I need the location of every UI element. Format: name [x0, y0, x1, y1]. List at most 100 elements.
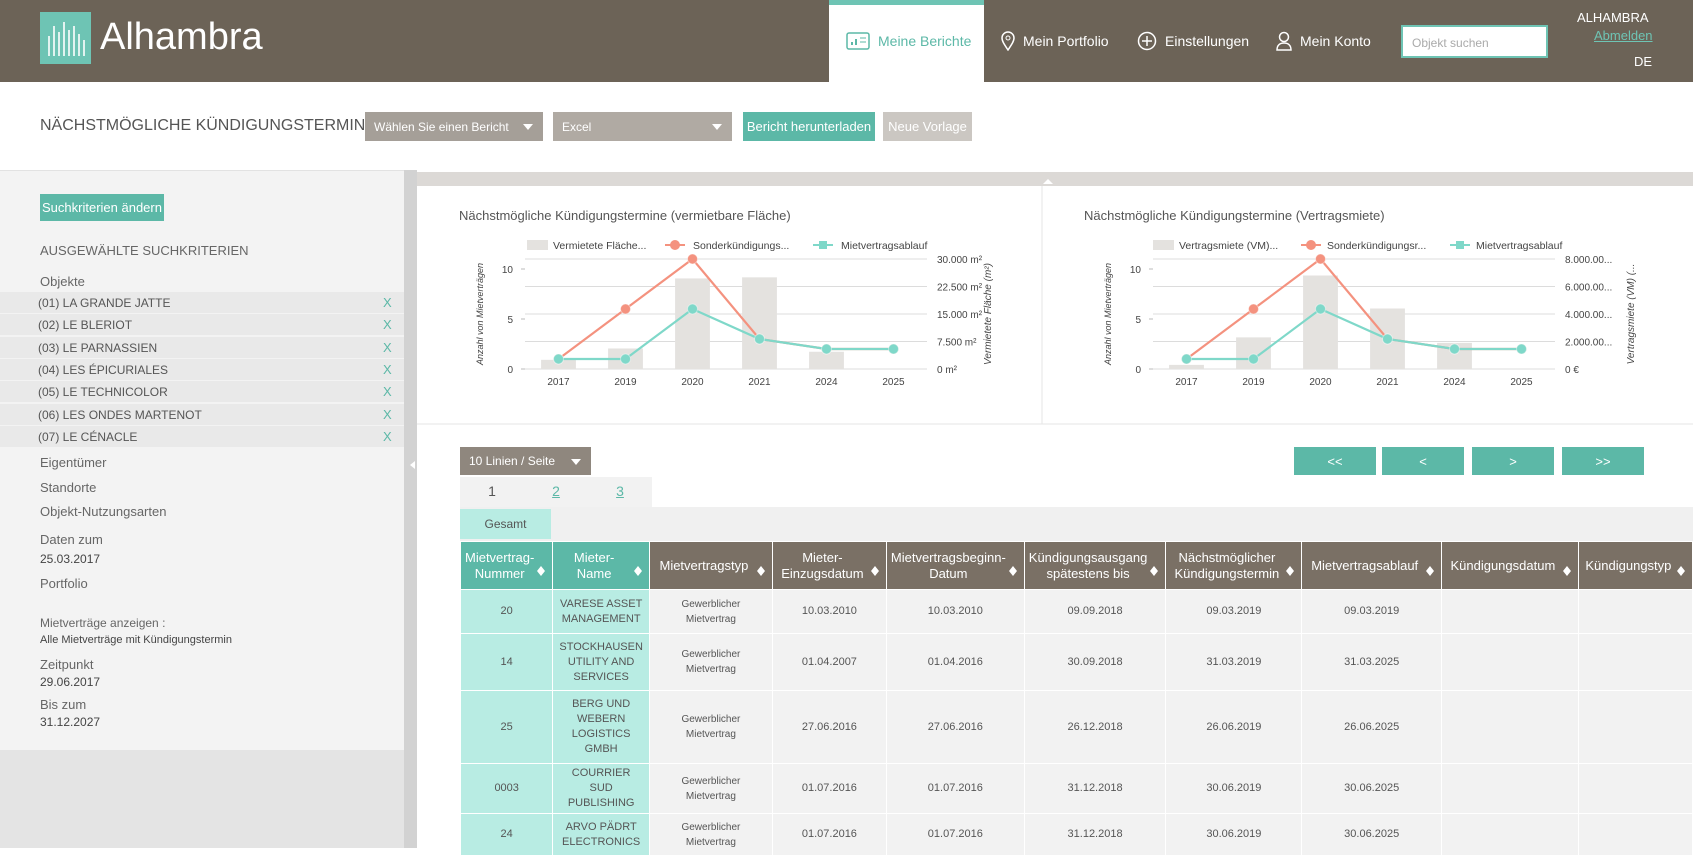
y2-tick-label: 0 €	[1565, 365, 1579, 376]
nav-label[interactable]: Mein Konto	[1300, 33, 1371, 49]
remove-object[interactable]: X	[383, 295, 392, 310]
legend-label: Sonderkündigungs...	[693, 240, 789, 252]
line-point	[1248, 303, 1259, 315]
table-cell: BERG UND WEBERN LOGISTICS GMBH	[552, 690, 650, 764]
y-tick-label: 5	[1135, 315, 1141, 326]
table-cell: 31.12.2018	[1023, 763, 1167, 814]
nav-label[interactable]: Einstellungen	[1165, 33, 1250, 49]
pager-button[interactable]: <<	[1294, 447, 1376, 475]
nav-item[interactable]: Mein Portfolio	[1001, 30, 1109, 52]
format-select[interactable]: Excel	[553, 112, 732, 141]
remove-object[interactable]: X	[383, 361, 392, 377]
table-cell: 31.12.2018	[1023, 813, 1167, 856]
page-link[interactable]: 2	[552, 483, 560, 499]
pager-button[interactable]: <	[1382, 447, 1464, 475]
table-cell: 01.04.2016	[885, 633, 1025, 691]
column-header[interactable]: Kündigungsausgang spätestens bis	[1023, 541, 1167, 590]
pager-button[interactable]: >>	[1562, 447, 1644, 475]
column-header[interactable]: Mietvertragsbeginn-Datum	[885, 541, 1025, 590]
report-select[interactable]: Wählen Sie einen Bericht	[365, 112, 543, 141]
legend-marker	[1456, 241, 1464, 249]
chart-title: Nächstmögliche Kündigungstermine (vermie…	[459, 208, 791, 223]
nav-item[interactable]: Meine Berichte	[846, 30, 971, 52]
y2-tick-label: 4.000.00...	[1565, 310, 1612, 321]
y2-axis-title: Vermietete Fläche (m²)	[983, 263, 994, 365]
remove-object[interactable]: X	[383, 406, 392, 422]
lease-table: Mietvertrag-Nummer Mieter-Name Mietvertrag…	[459, 541, 1693, 856]
x-tick-label: 2017	[547, 377, 570, 388]
y-tick-label: 0	[507, 365, 513, 376]
table-cell: COURRIER SUD PUBLISHING	[552, 763, 650, 814]
nav-item[interactable]: Einstellungen	[1137, 30, 1249, 52]
point-label: Zeitpunkt	[40, 657, 94, 672]
pager-button[interactable]: >	[1472, 447, 1554, 475]
search-input[interactable]: Objekt suchen	[1401, 25, 1548, 58]
line-point	[754, 333, 765, 345]
template-button[interactable]: Neue Vorlage	[883, 112, 972, 141]
line-point	[821, 343, 832, 355]
table-cell	[1577, 690, 1693, 764]
nav-tab-active[interactable]	[829, 0, 984, 82]
remove-object[interactable]: X	[383, 339, 392, 355]
nav-icon	[1137, 31, 1157, 51]
column-header[interactable]: Kündigungsdatum	[1440, 541, 1579, 590]
x-tick-label: 2017	[1175, 377, 1198, 388]
panel-strip	[417, 172, 1693, 186]
language[interactable]: DE	[1634, 54, 1653, 69]
download-button[interactable]: Bericht herunterladen	[743, 112, 875, 141]
line-point	[687, 253, 698, 265]
page-link[interactable]: 1	[488, 483, 496, 499]
line-point	[1315, 303, 1326, 315]
table-row: 25 BERG UND WEBERN LOGISTICS GMBH Gewerbli…	[459, 690, 1693, 764]
object-row: (04) LES ÉPICURIALES X	[0, 358, 404, 380]
nav-item[interactable]: Mein Konto	[1276, 30, 1371, 52]
table-cell: Gewerblicher Mietvertrag	[648, 690, 773, 764]
line-point	[1315, 253, 1326, 265]
table-row: 0003 COURRIER SUD PUBLISHING Gewerblicher …	[459, 763, 1693, 814]
table-cell	[1577, 763, 1693, 814]
line-point	[1248, 353, 1259, 365]
column-header[interactable]: Kündigungstyp	[1577, 541, 1693, 590]
table-cell: 30.06.2025	[1301, 763, 1442, 814]
column-header[interactable]: Mietvertrag-Nummer	[459, 541, 554, 590]
x-tick-label: 2024	[1443, 377, 1466, 388]
bar	[1303, 275, 1338, 369]
objects-label: Objekte	[40, 274, 85, 289]
report-title: NÄCHSTMÖGLICHE KÜNDIGUNGSTERMINE —	[40, 117, 397, 134]
object-row: (05) LE TECHNICOLOR X	[0, 381, 404, 403]
column-header[interactable]: Mieter-Name	[552, 541, 650, 590]
table-cell: STOCKHAUSEN UTILITY AND SERVICES	[552, 633, 650, 691]
brand[interactable]: Alhambra	[100, 16, 263, 58]
remove-object[interactable]: X	[383, 384, 392, 400]
page-size-select[interactable]: 10 Linien / Seite	[460, 447, 591, 475]
collapse-bar[interactable]	[404, 170, 417, 848]
page-link[interactable]: 3	[616, 483, 624, 499]
object-row: (07) LE CÉNACLE X	[0, 425, 404, 447]
line-point	[888, 343, 899, 355]
object-row: (02) LE BLERIOT X	[0, 314, 404, 336]
strip-arrow[interactable]	[1043, 174, 1053, 184]
nav-label[interactable]: Mein Portfolio	[1023, 33, 1109, 49]
logout-link[interactable]: Abmelden	[1594, 28, 1653, 43]
x-tick-label: 2020	[681, 377, 704, 388]
column-header[interactable]: Mieter-Einzugsdatum	[771, 541, 887, 590]
table-cell: 01.07.2016	[885, 813, 1025, 856]
until-label: Bis zum	[40, 697, 87, 712]
column-header[interactable]: Nächstmöglicher Kündigungstermin	[1165, 541, 1303, 590]
legend-swatch	[527, 240, 548, 250]
collapse-arrow[interactable]	[406, 461, 415, 469]
column-header[interactable]: Mietvertragstyp	[648, 541, 773, 590]
table-cell: VARESE ASSET MANAGEMENT	[552, 589, 650, 634]
nav-label[interactable]: Meine Berichte	[878, 33, 972, 49]
column-header[interactable]: Mietvertragsablauf	[1301, 541, 1442, 590]
remove-object[interactable]: X	[383, 317, 392, 333]
y2-tick-label: 30.000 m²	[937, 255, 983, 266]
tab-pointer	[899, 80, 917, 98]
line-point	[1181, 353, 1192, 365]
remove-object[interactable]: X	[383, 428, 392, 444]
usage-label: Objekt-Nutzungsarten	[40, 504, 167, 519]
line-point	[1382, 333, 1393, 345]
y-tick-label: 10	[502, 265, 514, 276]
change-criteria-button[interactable]: Suchkriterien ändern	[40, 194, 164, 221]
